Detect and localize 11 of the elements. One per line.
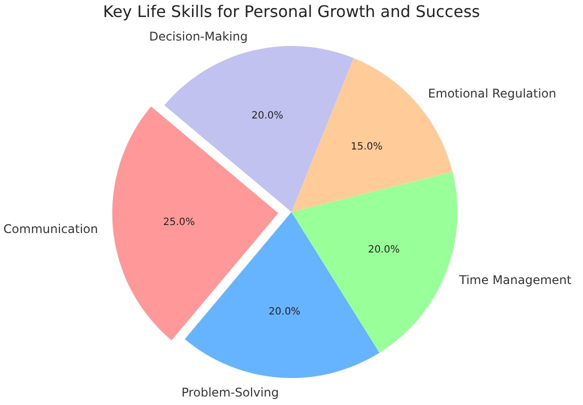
slice-label: Emotional Regulation — [428, 86, 556, 100]
chart-title: Key Life Skills for Personal Growth and Success — [103, 2, 480, 21]
data-label: 20.0% — [368, 244, 400, 256]
data-label: 15.0% — [350, 142, 383, 153]
data-label: 20.0% — [268, 306, 300, 318]
slice-label: Problem-Solving — [182, 386, 279, 400]
data-label: 20.0% — [252, 110, 284, 122]
data-label: 25.0% — [163, 216, 195, 228]
slice-label: Communication — [3, 222, 98, 236]
slice-label: Time Management — [458, 272, 572, 287]
slice-label: Decision-Making — [149, 29, 248, 44]
